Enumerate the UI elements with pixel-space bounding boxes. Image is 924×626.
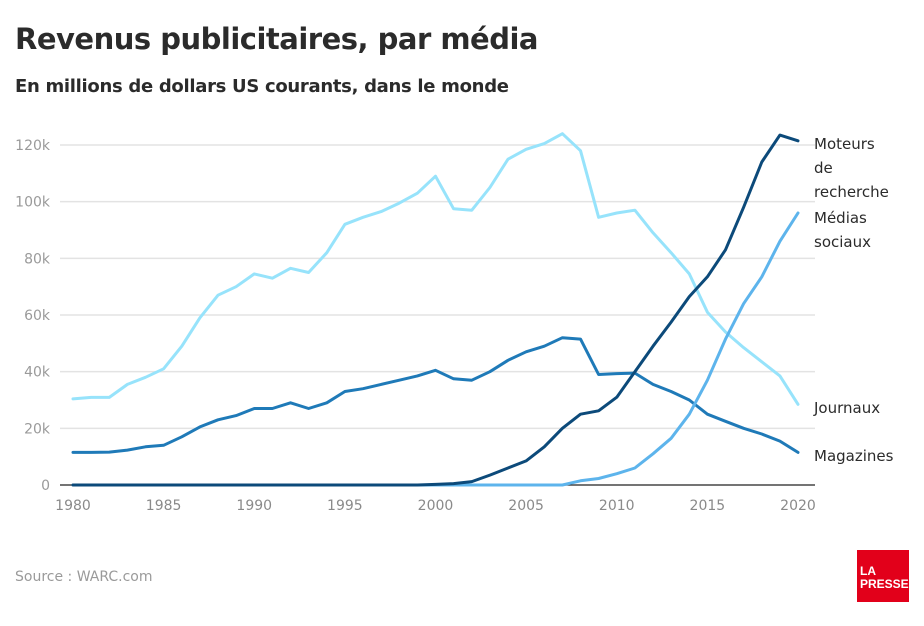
la-presse-logo: LA PRESSE [857,550,909,602]
series-label: sociaux [814,233,871,251]
x-tick-label: 1995 [327,498,363,514]
x-tick-label: 1990 [236,498,272,514]
x-axis-ticks: 1980 1985 1990 1995 2000 2005 2010 2015 2020 [55,498,816,514]
source-note: Source : WARC.com [15,569,153,585]
x-tick-label: 2015 [690,498,726,514]
series-line-médias-sociaux [71,211,800,487]
x-tick-label: 2010 [599,498,635,514]
y-tick-label: 0 [41,478,50,494]
x-tick-label: 1980 [55,498,91,514]
y-axis-ticks: 0 20k 40k 60k 80k 100k 120k [15,138,51,494]
gridlines [60,144,815,486]
x-tick-label: 2020 [780,498,816,514]
series-labels: Moteurs de recherche Médias sociaux Journaux M… [813,135,894,465]
y-tick-label: 100k [15,195,51,211]
series-label: Médias [814,209,867,227]
logo-line2: PRESSE [860,577,909,591]
y-tick-label: 40k [24,365,51,381]
series-line-moteurs-de-recherche [71,133,800,487]
y-tick-label: 60k [24,308,51,324]
x-tick-label: 2005 [508,498,544,514]
series-label: Magazines [814,447,894,465]
chart-subtitle: En millions de dollars US courants, dans… [15,76,509,97]
x-tick-label: 2000 [418,498,454,514]
y-tick-label: 20k [24,421,51,437]
series-line-magazines [71,336,800,454]
series-label: Journaux [813,399,880,417]
series-label: de [814,159,833,177]
series-label: Moteurs [814,135,875,153]
x-tick-label: 1985 [146,498,182,514]
y-tick-label: 120k [15,138,51,154]
series-label: recherche [814,183,889,201]
series-lines [71,132,800,487]
logo-line1: LA [860,564,876,578]
chart-title: Revenus publicitaires, par média [15,22,539,56]
series-line-journaux [71,132,800,406]
y-tick-label: 80k [24,251,51,267]
